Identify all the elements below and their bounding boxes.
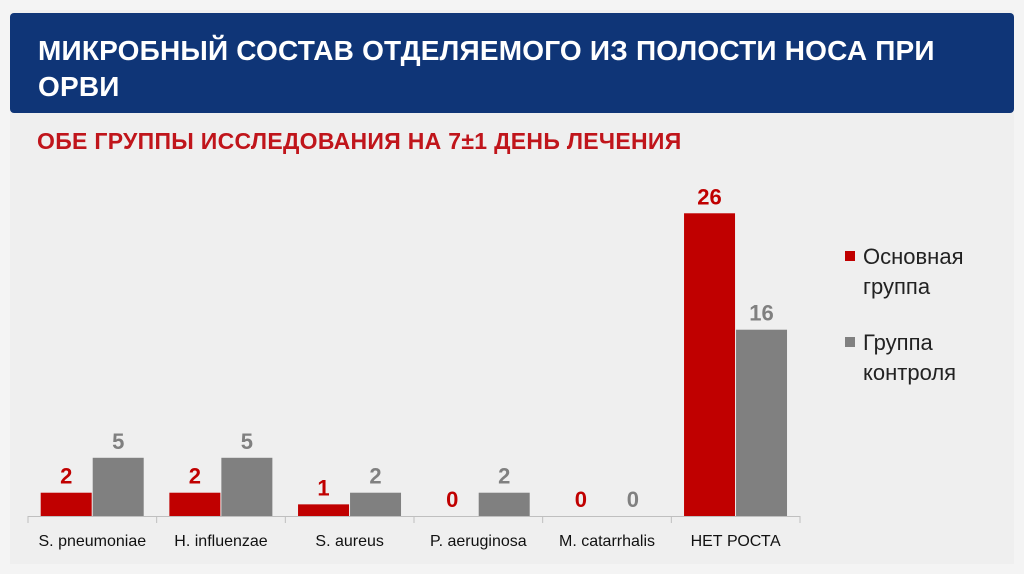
legend-item-control: Группа контроля bbox=[845, 328, 1003, 388]
legend-swatch-main bbox=[845, 251, 855, 261]
chart-subtitle: ОБЕ ГРУППЫ ИССЛЕДОВАНИЯ НА 7±1 ДЕНЬ ЛЕЧЕ… bbox=[37, 128, 682, 154]
title-bar: МИКРОБНЫЙ СОСТАВ ОТДЕЛЯЕМОГО ИЗ ПОЛОСТИ … bbox=[10, 13, 1014, 113]
bar-control-0 bbox=[92, 457, 144, 516]
category-label-1: H. influenzae bbox=[174, 533, 267, 550]
data-label-main-2: 1 bbox=[317, 475, 329, 500]
category-label-3: P. aeruginosa bbox=[430, 533, 527, 550]
legend-item-main: Основная группа bbox=[845, 242, 1003, 302]
legend-label-control: Группа контроля bbox=[863, 330, 957, 385]
bar-main-0 bbox=[40, 492, 92, 516]
bar-control-5 bbox=[736, 329, 788, 516]
bar-main-2 bbox=[298, 504, 350, 516]
data-label-control-4: 0 bbox=[627, 487, 639, 512]
legend-swatch-control bbox=[845, 337, 855, 347]
data-label-main-1: 2 bbox=[189, 464, 201, 489]
data-label-main-5: 26 bbox=[697, 184, 721, 209]
bar-main-5 bbox=[684, 213, 736, 517]
bar-control-1 bbox=[221, 457, 273, 516]
category-label-0: S. pneumoniae bbox=[39, 533, 147, 550]
data-label-control-0: 5 bbox=[112, 429, 124, 454]
bar-control-3 bbox=[478, 492, 530, 516]
category-label-2: S. aureus bbox=[315, 533, 383, 550]
chart-legend: Основная группа Группа контроля bbox=[845, 242, 1003, 414]
category-label-4: M. catarrhalis bbox=[559, 533, 655, 550]
data-label-control-1: 5 bbox=[241, 429, 253, 454]
data-label-main-4: 0 bbox=[575, 487, 587, 512]
data-label-control-5: 16 bbox=[749, 301, 773, 326]
category-label-5: НЕТ РОСТА bbox=[691, 533, 781, 550]
bar-control-2 bbox=[350, 492, 402, 516]
data-label-main-0: 2 bbox=[60, 464, 72, 489]
legend-label-main: Основная группа bbox=[863, 244, 964, 299]
bar-main-1 bbox=[169, 492, 221, 516]
slide-title: МИКРОБНЫЙ СОСТАВ ОТДЕЛЯЕМОГО ИЗ ПОЛОСТИ … bbox=[38, 35, 935, 102]
data-label-main-3: 0 bbox=[446, 487, 458, 512]
data-label-control-2: 2 bbox=[369, 464, 381, 489]
data-label-control-3: 2 bbox=[498, 464, 510, 489]
